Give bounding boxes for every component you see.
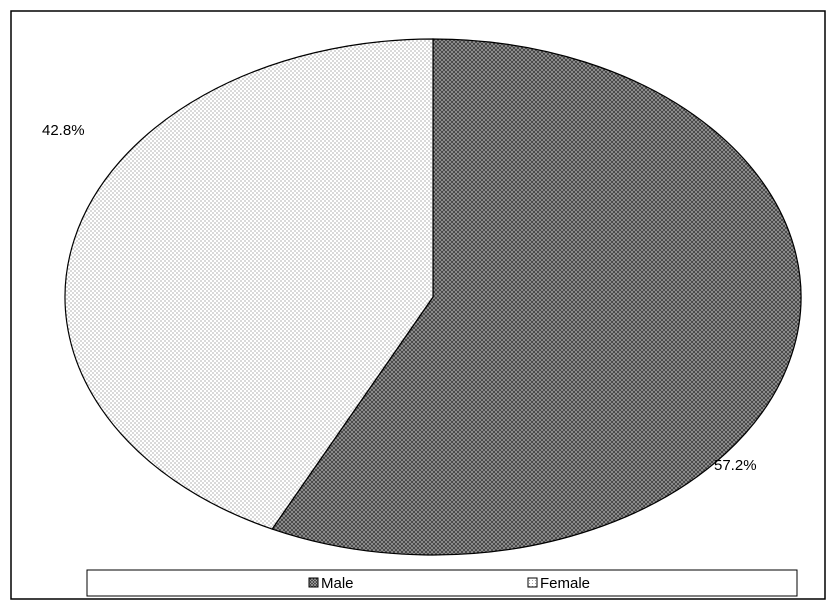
data-label-male: 57.2% (714, 457, 757, 474)
legend-swatch-male (308, 577, 319, 588)
legend-label-female: Female (540, 575, 590, 592)
pie-slices (64, 38, 802, 556)
legend-label-male: Male (321, 575, 354, 592)
pie-slice-male (271, 38, 802, 556)
legend-box (86, 569, 798, 597)
legend-swatch-female (527, 577, 538, 588)
pie-slice-female (64, 38, 434, 530)
legend: Male Female (86, 569, 798, 597)
data-label-female: 42.8% (42, 122, 85, 139)
